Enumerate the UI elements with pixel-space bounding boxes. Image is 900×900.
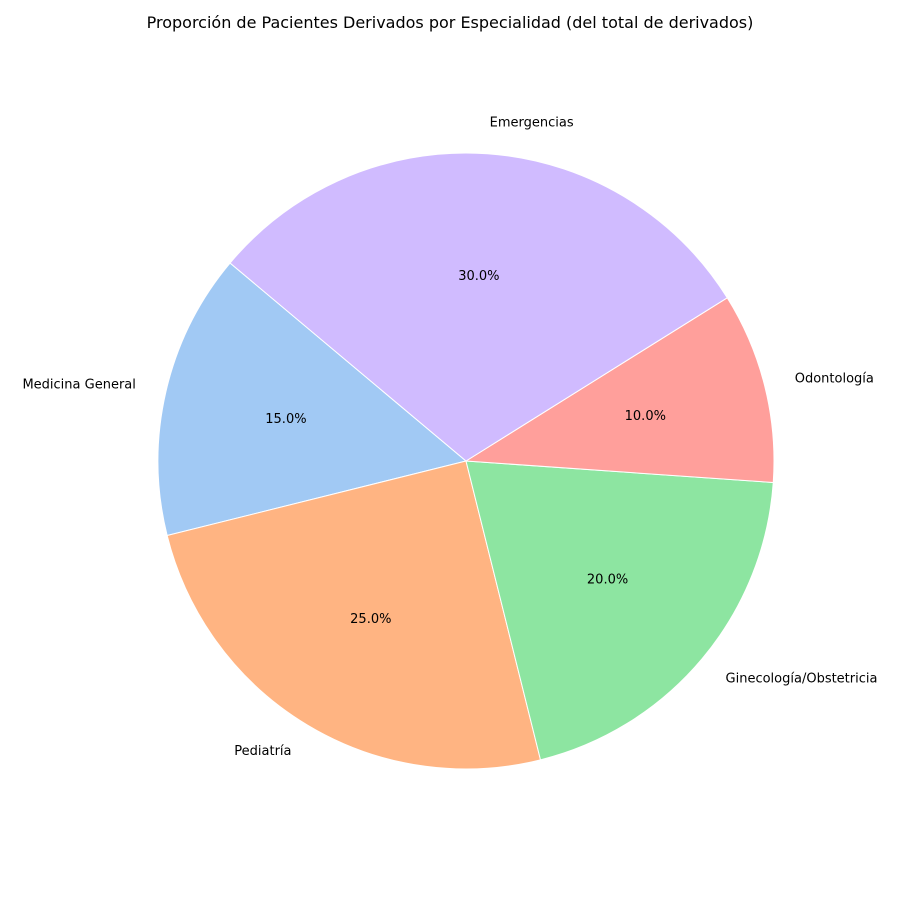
pie-label-ginecologia-obstetricia: Ginecología/Obstetricia — [726, 671, 878, 686]
pie-percent-odontologia: 10.0% — [625, 409, 666, 424]
pie-label-medicina-general: Medicina General — [22, 377, 135, 392]
pie-percent-emergencias: 30.0% — [458, 269, 499, 284]
pie-label-odontologia: Odontología — [795, 372, 874, 387]
pie-percent-medicina-general: 15.0% — [265, 412, 306, 427]
pie-label-emergencias: Emergencias — [490, 116, 574, 131]
pie-percent-pediatria: 25.0% — [350, 612, 391, 627]
pie-label-pediatria: Pediatría — [234, 744, 291, 759]
pie-percent-ginecologia-obstetricia: 20.0% — [587, 572, 628, 587]
pie-slices — [158, 153, 774, 769]
